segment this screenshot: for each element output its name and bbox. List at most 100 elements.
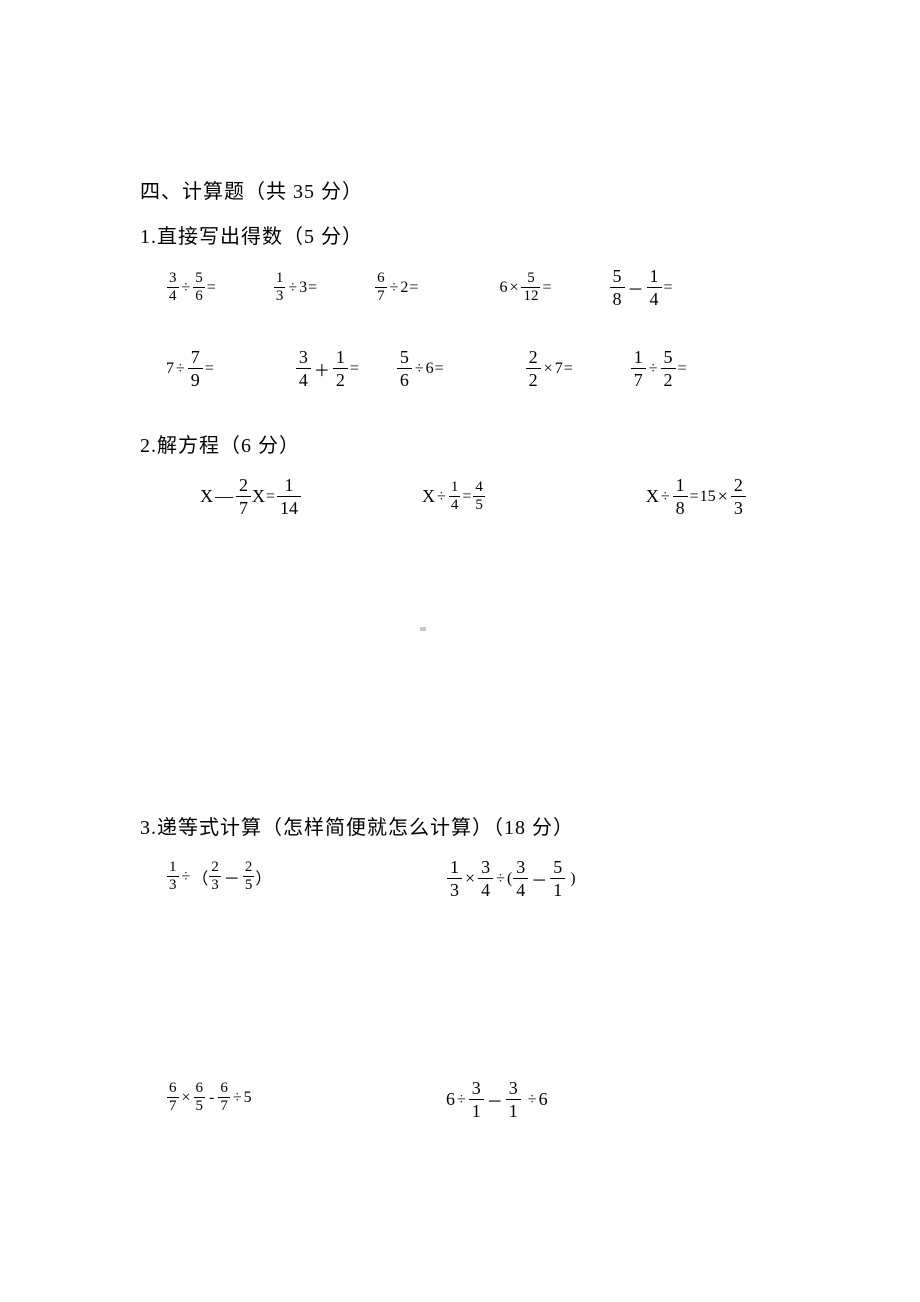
fraction: 58 bbox=[610, 267, 625, 308]
number: 5 bbox=[244, 1089, 252, 1107]
equals: = bbox=[205, 360, 214, 378]
fraction: 34 bbox=[167, 271, 179, 304]
fraction: 13 bbox=[447, 858, 462, 899]
fraction: 114 bbox=[277, 476, 301, 517]
mul-op: × bbox=[182, 1089, 191, 1107]
expr-3-3: 67 × 65 - 67 ÷ 5 bbox=[166, 1081, 252, 1114]
variable-x: X bbox=[646, 486, 659, 507]
number: 7 bbox=[555, 360, 563, 378]
equals: = bbox=[266, 488, 275, 506]
fraction: 18 bbox=[673, 476, 688, 517]
number: 6 bbox=[446, 1089, 455, 1110]
minus-op: － bbox=[224, 865, 240, 889]
minus-op: － bbox=[628, 276, 644, 300]
div-op: ÷ bbox=[390, 279, 399, 297]
number: 2 bbox=[400, 279, 408, 297]
mul-op: × bbox=[544, 360, 553, 378]
expr-1-5: 58 － 14 = bbox=[609, 267, 674, 308]
mul-op: × bbox=[465, 868, 475, 889]
variable-x: X bbox=[252, 486, 265, 507]
equals: = bbox=[350, 360, 359, 378]
rparen: ） bbox=[255, 865, 271, 889]
equals: = bbox=[564, 360, 573, 378]
variable-x: X bbox=[200, 486, 213, 507]
minus-op: — bbox=[215, 486, 233, 507]
div-op: ÷ bbox=[661, 488, 670, 506]
equals: = bbox=[690, 488, 699, 506]
equals: = bbox=[308, 279, 317, 297]
expr-1-3: 67 ÷ 2 = bbox=[374, 271, 419, 304]
worksheet-page: 四、计算题（共 35 分） 1.直接写出得数（5 分） 34 ÷ 56 = 13… bbox=[0, 0, 920, 1120]
fraction: 79 bbox=[188, 348, 203, 389]
fraction: 56 bbox=[397, 348, 412, 389]
section-title: 四、计算题（共 35 分） bbox=[140, 175, 790, 204]
expr-2-4: 22 × 7 = bbox=[525, 348, 574, 389]
div-op: ÷ bbox=[457, 1091, 466, 1109]
fraction: 512 bbox=[521, 271, 540, 304]
rparen: ) bbox=[570, 870, 575, 888]
expr-3-1: 13 ÷ （ 23 － 25 ） bbox=[166, 860, 271, 893]
q3-row2: 67 × 65 - 67 ÷ 5 6 ÷ 31 － 31 ÷ 6 bbox=[140, 1079, 790, 1120]
mul-op: × bbox=[718, 486, 728, 507]
div-op: ÷ bbox=[415, 360, 424, 378]
q2-row: X — 27 X = 114 X ÷ 14 = 45 X ÷ 18 = 15 ×… bbox=[200, 476, 790, 517]
fraction: 23 bbox=[731, 476, 746, 517]
variable-x: X bbox=[422, 486, 435, 507]
fraction: 12 bbox=[333, 348, 348, 389]
fraction: 14 bbox=[647, 267, 662, 308]
expr-2-3: 56 ÷ 6 = bbox=[396, 348, 445, 389]
fraction: 13 bbox=[167, 860, 179, 893]
expr-1-1: 34 ÷ 56 = bbox=[166, 271, 217, 304]
equals: = bbox=[435, 360, 444, 378]
expr-2-5: 17 ÷ 52 = bbox=[630, 348, 688, 389]
minus-op: － bbox=[487, 1088, 503, 1112]
number: 6 bbox=[539, 1089, 548, 1110]
eq-3: X ÷ 18 = 15 × 23 bbox=[646, 476, 747, 517]
page-center-mark bbox=[420, 627, 426, 631]
fraction: 17 bbox=[631, 348, 646, 389]
fraction: 45 bbox=[473, 480, 485, 513]
fraction: 13 bbox=[274, 271, 286, 304]
div-op: ÷ bbox=[437, 488, 446, 506]
q3-title: 3.递等式计算（怎样简便就怎么计算）（18 分） bbox=[140, 811, 790, 840]
div-op: ÷ bbox=[182, 868, 191, 886]
fraction: 27 bbox=[236, 476, 251, 517]
fraction: 67 bbox=[375, 271, 387, 304]
expr-1-2: 13 ÷ 3 = bbox=[273, 271, 318, 304]
eq-2: X ÷ 14 = 45 bbox=[422, 480, 486, 513]
fraction: 34 bbox=[478, 858, 493, 899]
fraction: 14 bbox=[449, 480, 461, 513]
div-op: ÷ bbox=[176, 360, 185, 378]
minus-op: - bbox=[209, 1089, 214, 1107]
plus-op: ＋ bbox=[314, 357, 330, 381]
fraction: 25 bbox=[243, 860, 255, 893]
expr-1-4: 6 × 512 = bbox=[499, 271, 552, 304]
fraction: 23 bbox=[209, 860, 221, 893]
fraction: 31 bbox=[469, 1079, 484, 1120]
mul-op: × bbox=[509, 279, 518, 297]
equals: = bbox=[207, 279, 216, 297]
fraction: 34 bbox=[513, 858, 528, 899]
lparen: ( bbox=[507, 870, 512, 888]
div-op: ÷ bbox=[649, 360, 658, 378]
lparen: （ bbox=[192, 865, 208, 889]
fraction: 31 bbox=[506, 1079, 521, 1120]
div-op: ÷ bbox=[288, 279, 297, 297]
number: 3 bbox=[299, 279, 307, 297]
fraction: 67 bbox=[218, 1081, 230, 1114]
fraction: 67 bbox=[167, 1081, 179, 1114]
q3-row1: 13 ÷ （ 23 － 25 ） 13 × 34 ÷ ( 34 － 51 ) bbox=[140, 858, 790, 899]
expr-3-2: 13 × 34 ÷ ( 34 － 51 ) bbox=[446, 858, 576, 899]
equals: = bbox=[409, 279, 418, 297]
q1-row1: 34 ÷ 56 = 13 ÷ 3 = 67 ÷ 2 = 6 × 512 = 58 bbox=[166, 267, 790, 308]
number: 7 bbox=[166, 360, 174, 378]
div-op: ÷ bbox=[528, 1091, 537, 1109]
fraction: 56 bbox=[193, 271, 205, 304]
fraction: 52 bbox=[661, 348, 676, 389]
div-op: ÷ bbox=[233, 1089, 242, 1107]
fraction: 22 bbox=[526, 348, 541, 389]
eq-1: X — 27 X = 114 bbox=[200, 476, 302, 517]
q1-title: 1.直接写出得数（5 分） bbox=[140, 220, 790, 249]
fraction: 51 bbox=[550, 858, 565, 899]
expr-3-4: 6 ÷ 31 － 31 ÷ 6 bbox=[446, 1079, 548, 1120]
